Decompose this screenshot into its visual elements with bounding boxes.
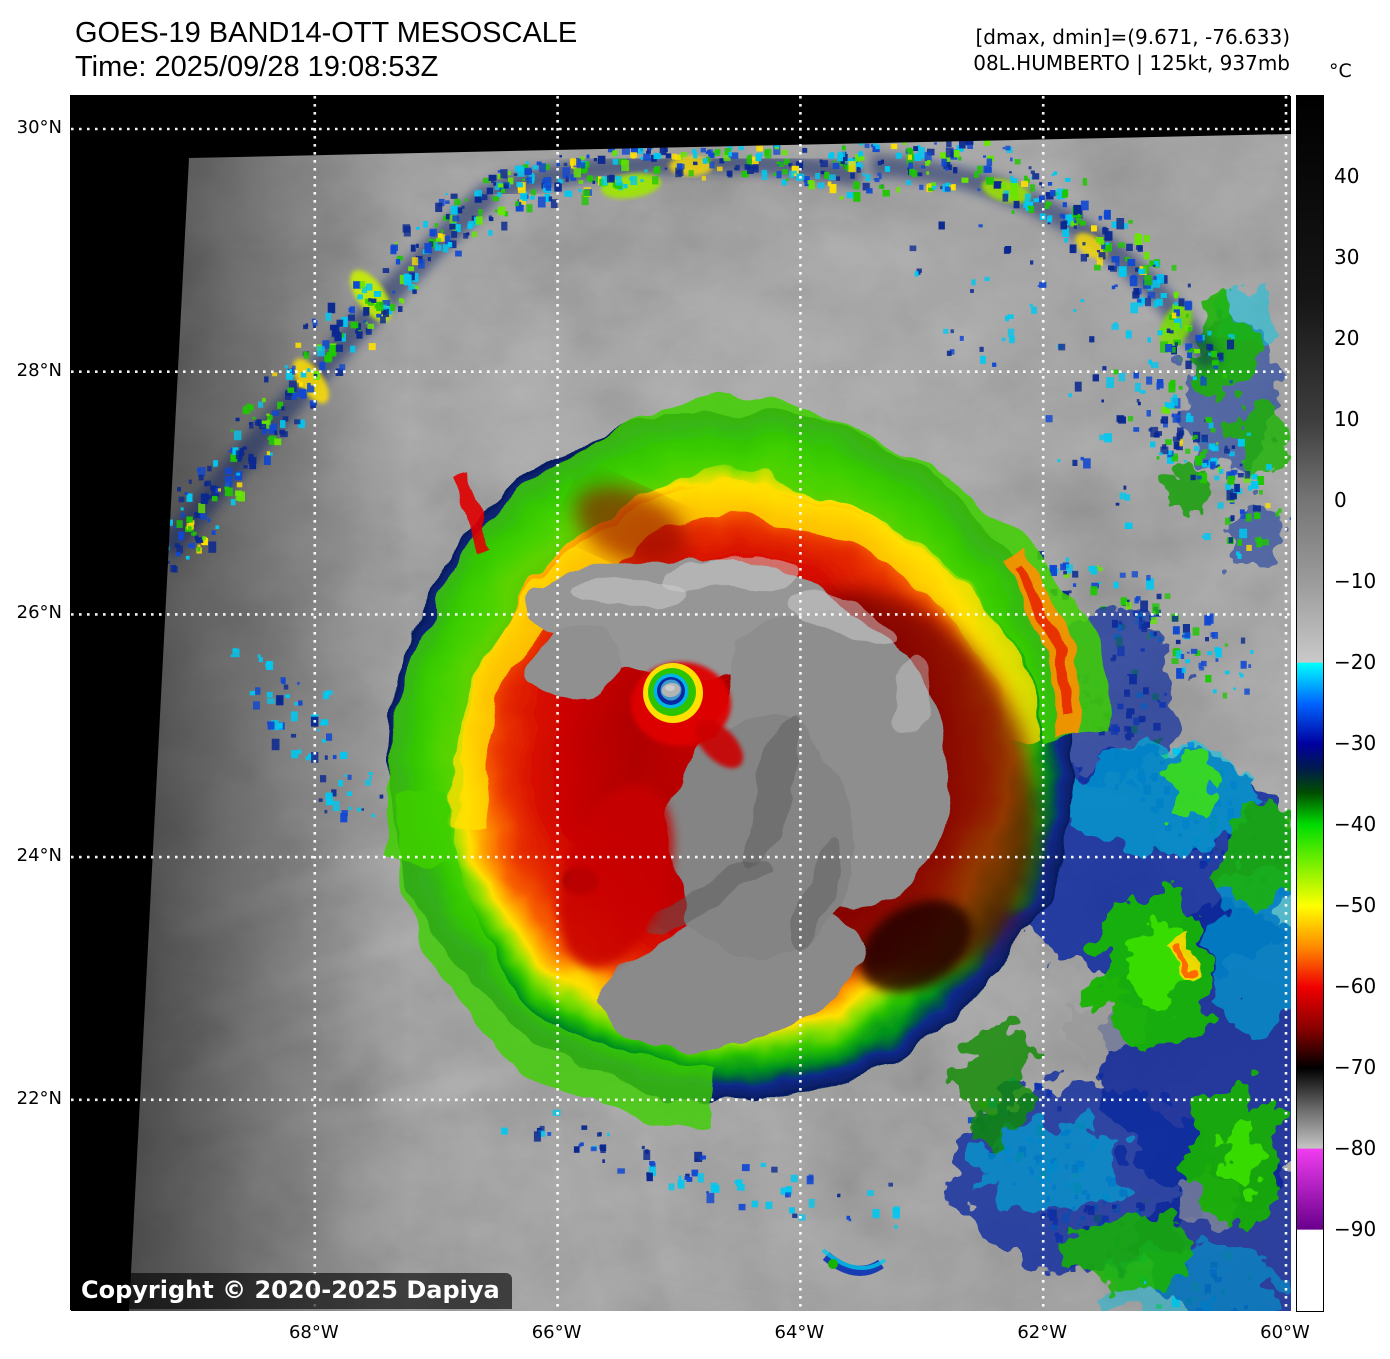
colorbar-tick-label: −50	[1334, 893, 1377, 917]
colorbar-tick-label: −40	[1334, 812, 1377, 836]
latitude-tick-label: 22°N	[16, 1087, 62, 1109]
longitude-tick-label: 68°W	[288, 1322, 339, 1343]
colorbar-tick-label: −80	[1334, 1136, 1377, 1160]
colorbar-tick-label: 30	[1334, 245, 1360, 269]
longitude-tick-label: 64°W	[774, 1322, 825, 1343]
longitude-tick-label: 66°W	[531, 1322, 582, 1343]
hurricane-eye	[631, 662, 744, 769]
colorbar-tick-label: −90	[1334, 1217, 1377, 1241]
longitude-tick-label: 62°W	[1017, 1322, 1068, 1343]
page-title: GOES-19 BAND14-OTT MESOSCALE	[75, 17, 578, 49]
latitude-tick-label: 24°N	[16, 845, 62, 867]
southeast-convection	[951, 606, 1291, 1311]
colorbar-gradient	[1297, 96, 1323, 1311]
colorbar-tick-label: −20	[1334, 650, 1377, 674]
latitude-tick-label: 30°N	[16, 117, 62, 138]
colorbar-tick-label: 20	[1334, 326, 1360, 350]
longitude-tick-label: 60°W	[1260, 1322, 1310, 1343]
colorbar	[1296, 95, 1324, 1312]
warm-gray-core	[526, 557, 948, 1052]
satellite-map: Copyright © 2020-2025 Dapiya	[70, 95, 1291, 1311]
colorbar-tick-label: −10	[1334, 569, 1377, 593]
storm-annotation: 08L.HUMBERTO | 125kt, 937mb	[973, 51, 1290, 75]
colorbar-tick-label: −60	[1334, 974, 1377, 998]
colorbar-tick-label: −30	[1334, 731, 1377, 755]
timestamp: Time: 2025/09/28 19:08:53Z	[75, 51, 439, 83]
satellite-image	[71, 96, 1291, 1311]
colorbar-tick-label: 10	[1334, 407, 1360, 431]
speckled-convection-bands	[163, 134, 1291, 1311]
latitude-tick-label: 28°N	[16, 359, 62, 381]
latlon-gridlines	[71, 96, 1291, 1311]
latitude-tick-label: 26°N	[16, 602, 62, 624]
colorbar-tick-label: 40	[1334, 164, 1360, 188]
colorbar-tick-label: 0	[1334, 488, 1347, 512]
small-cloud-curl	[821, 1248, 887, 1276]
colorbar-unit-label: °C	[1329, 60, 1352, 82]
copyright-badge: Copyright © 2020-2025 Dapiya	[71, 1273, 512, 1309]
colorbar-tick-label: −70	[1334, 1055, 1377, 1079]
dmax-dmin-annotation: [dmax, dmin]=(9.671, -76.633)	[975, 25, 1290, 49]
